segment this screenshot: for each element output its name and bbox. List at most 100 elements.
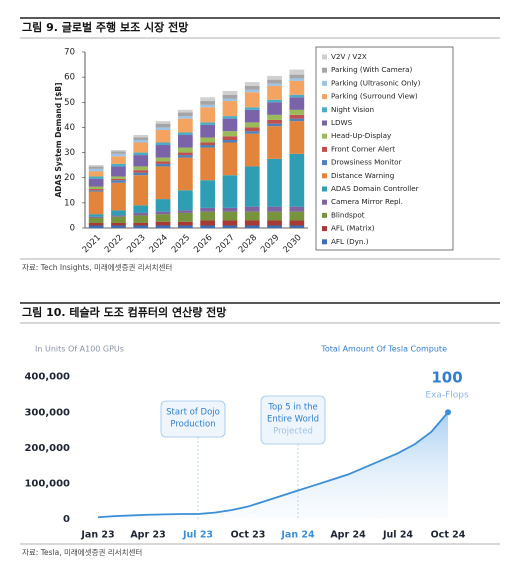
bar-segment — [222, 136, 238, 140]
bar-segment — [222, 131, 238, 137]
annotation-box — [160, 400, 226, 438]
line — [97, 411, 449, 519]
bar-segment — [177, 221, 193, 226]
bar-segment — [155, 166, 171, 200]
bar-segment — [177, 147, 193, 153]
bar-segment — [267, 225, 282, 228]
bar-segment — [133, 142, 149, 153]
y-tick-label: 70 — [64, 48, 75, 58]
bar-segment — [88, 222, 104, 226]
bar-segment — [267, 206, 282, 212]
bar-segment — [88, 171, 104, 177]
legend-label: V2V / V2X — [331, 52, 367, 61]
x-tick-label: Jan 24 — [280, 530, 315, 541]
y-tick-label: 50 — [64, 98, 75, 108]
bar-segment — [200, 97, 216, 102]
bar-segment — [111, 225, 126, 228]
bar-segment — [200, 145, 216, 148]
bar-segment — [111, 182, 126, 211]
figure-title: 그림 9. 글로벌 주행 보조 시장 전망 — [22, 20, 188, 34]
bar-segment — [267, 119, 282, 124]
bar-segment — [88, 186, 104, 190]
subtitle: In Units Of A100 GPUs — [35, 345, 124, 354]
bar-segment — [155, 129, 171, 143]
bar-segment — [200, 124, 216, 138]
bar-segment — [289, 220, 305, 226]
x-tick-label: Jul 23 — [182, 530, 213, 541]
area — [98, 412, 448, 519]
bar-segment — [200, 180, 216, 208]
bar-segment — [289, 97, 305, 110]
legend-label: ADAS Domain Controller — [331, 184, 419, 193]
bar-segment — [111, 222, 126, 226]
source: 자료: Tesla, 미래에셋증권 리서치센터 — [22, 547, 142, 557]
bar-segment — [177, 157, 193, 191]
bar-segment — [111, 178, 126, 181]
y-tick-label: 20 — [64, 173, 75, 183]
bar-segment — [133, 140, 149, 143]
bar-segment — [133, 205, 149, 213]
bar-segment — [200, 104, 216, 108]
bar-segment — [200, 225, 216, 228]
bar-segment — [200, 107, 216, 123]
annotation-text: Start of Dojo — [166, 408, 220, 418]
bar-segment — [222, 98, 238, 102]
legend-label: Head-Up-Display — [331, 131, 392, 140]
bar-segment — [111, 156, 126, 164]
bar-segment — [222, 142, 238, 176]
bar-segment — [244, 107, 260, 110]
bar-segment — [177, 112, 193, 117]
y-tick-label: 0 — [70, 224, 75, 234]
bar-segment — [244, 166, 260, 207]
bar-segment — [177, 152, 193, 156]
bar-segment — [111, 215, 126, 217]
bar-segment — [267, 220, 282, 226]
bar-segment — [289, 78, 305, 81]
legend-label: Parking (Surround View) — [331, 92, 418, 101]
annotation-text: Top 5 in the — [267, 403, 318, 413]
bar-segment — [111, 166, 126, 177]
bar-segment — [133, 215, 149, 223]
bar-segment — [200, 142, 216, 146]
legend-swatch — [322, 173, 327, 179]
bar-segment — [200, 122, 216, 125]
legend-label: AFL (Matrix) — [331, 224, 375, 233]
bar-segment — [133, 134, 149, 138]
bar-segment — [111, 163, 126, 167]
bar-segment — [222, 101, 238, 117]
x-tick-label: Apr 24 — [330, 530, 366, 541]
bar-segment — [244, 122, 260, 128]
bar-segment — [244, 220, 260, 226]
bar-segment — [88, 190, 104, 192]
bar-segment — [88, 225, 104, 228]
bar-segment — [155, 123, 171, 128]
bar-segment — [177, 118, 193, 133]
legend-swatch — [322, 94, 327, 100]
bar-segment — [88, 165, 104, 167]
bar-segment — [267, 83, 282, 86]
x-tick-label: 2029 — [259, 233, 281, 255]
bar-segment — [88, 191, 104, 215]
bar-segment — [155, 211, 171, 215]
legend-label: Distance Warning — [331, 171, 394, 180]
legend-swatch — [322, 239, 327, 245]
bar-segment — [111, 176, 126, 179]
bar-segment — [155, 121, 171, 124]
bar-segment — [177, 109, 193, 113]
legend-swatch — [322, 199, 327, 205]
bar-segment — [111, 210, 126, 216]
bar-segment — [88, 214, 104, 217]
bar-segment — [111, 153, 126, 157]
bar-segment — [88, 178, 104, 187]
bar-segment — [177, 134, 193, 148]
bar-segment — [133, 175, 149, 206]
end-point — [445, 409, 451, 416]
annotation-text: Production — [170, 420, 215, 430]
x-tick-label: 2025 — [170, 233, 192, 255]
legend-swatch — [322, 67, 327, 73]
annotation-note: Projected — [273, 427, 313, 437]
legend-label: Parking (Ultrasonic Only) — [331, 78, 421, 87]
bar-segment — [133, 166, 149, 171]
y-tick-label: 300,000 — [24, 407, 70, 418]
